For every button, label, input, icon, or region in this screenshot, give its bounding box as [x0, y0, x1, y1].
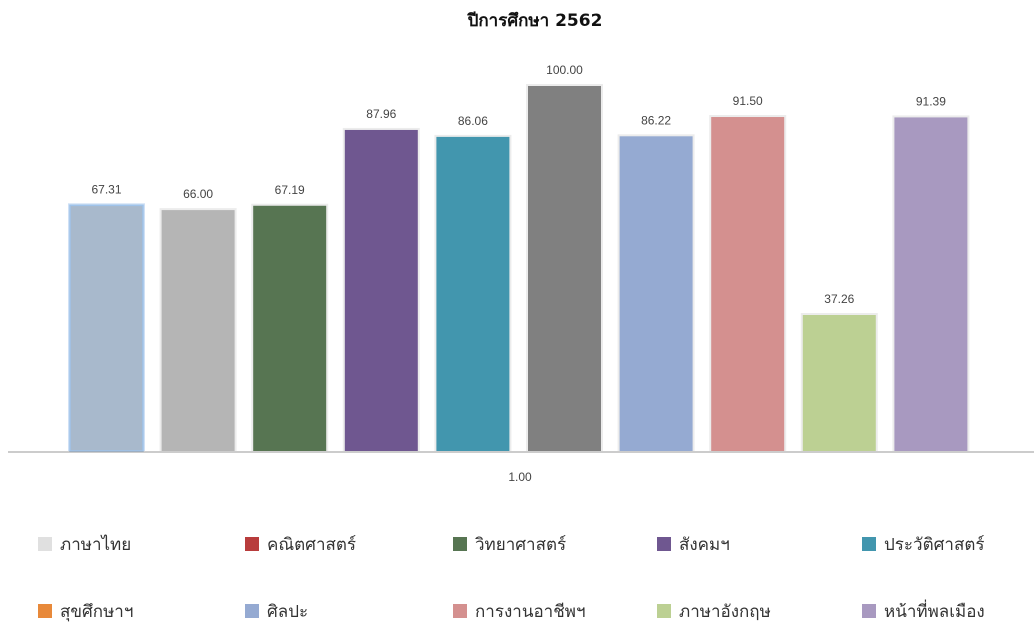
value-label-9: 37.26 — [824, 292, 854, 306]
chart-legend: ภาษาไทย คณิตศาสตร์ วิทยาศาสตร์ สังคมฯ ประวัต… — [0, 520, 1036, 629]
value-label-5: 86.06 — [458, 114, 488, 128]
legend-item-9[interactable]: ภาษาอังกฤษ — [657, 599, 771, 623]
legend-swatch-10 — [862, 604, 876, 618]
bar-1[interactable] — [69, 204, 144, 452]
legend-swatch-3 — [453, 537, 467, 551]
bar-chart: ปีการศึกษา 2562 67.31 66.00 67.19 87.96 86.0… — [8, 10, 1034, 484]
bar-6[interactable] — [528, 86, 601, 451]
x-tick-label: 1.00 — [508, 470, 532, 484]
bars-group — [68, 84, 970, 452]
legend-swatch-7 — [245, 604, 259, 618]
legend-swatch-5 — [862, 537, 876, 551]
bar-3[interactable] — [253, 205, 327, 451]
legend-item-2[interactable]: คณิตศาสตร์ — [245, 532, 356, 556]
legend-swatch-1 — [38, 537, 52, 551]
legend-label-3: วิทยาศาสตร์ — [475, 534, 567, 555]
legend-swatch-6 — [38, 604, 52, 618]
legend-item-1[interactable]: ภาษาไทย — [38, 532, 131, 556]
value-label-1: 67.31 — [91, 182, 121, 196]
chart-title: ปีการศึกษา 2562 — [467, 10, 603, 31]
bar-10[interactable] — [894, 117, 968, 451]
value-label-4: 87.96 — [366, 107, 396, 121]
value-label-3: 67.19 — [275, 183, 305, 197]
legend-item-5[interactable]: ประวัติศาสตร์ — [862, 532, 985, 556]
legend-swatch-9 — [657, 604, 671, 618]
legend-item-4[interactable]: สังคมฯ — [657, 532, 730, 556]
bar-5[interactable] — [436, 136, 510, 452]
value-label-7: 86.22 — [641, 113, 671, 127]
value-labels-group: 67.31 66.00 67.19 87.96 86.06 100.00 86.22 91.5… — [91, 63, 946, 306]
bar-4[interactable] — [344, 129, 418, 452]
value-label-8: 91.50 — [733, 94, 763, 108]
legend-label-10: หน้าที่พลเมือง — [884, 601, 985, 622]
value-label-2: 66.00 — [183, 187, 213, 201]
legend-label-7: ศิลปะ — [267, 601, 309, 622]
legend-item-3[interactable]: วิทยาศาสตร์ — [453, 532, 566, 556]
legend-item-6[interactable]: สุขศึกษาฯ — [38, 599, 133, 623]
bar-7[interactable] — [619, 136, 693, 451]
bar-8[interactable] — [711, 117, 785, 452]
legend-label-8: การงานอาชีพฯ — [475, 601, 586, 622]
legend-swatch-2 — [245, 537, 259, 551]
legend-swatch-8 — [453, 604, 467, 618]
legend-label-6: สุขศึกษาฯ — [60, 601, 134, 622]
legend-swatch-4 — [657, 537, 671, 551]
bar-9[interactable] — [802, 315, 876, 451]
legend-item-8[interactable]: การงานอาชีพฯ — [453, 599, 585, 623]
bar-2[interactable] — [161, 210, 235, 451]
legend-label-9: ภาษาอังกฤษ — [679, 601, 771, 622]
value-label-6: 100.00 — [546, 63, 583, 77]
legend-label-4: สังคมฯ — [679, 534, 730, 555]
value-label-10: 91.39 — [916, 94, 946, 108]
legend-label-5: ประวัติศาสตร์ — [884, 534, 985, 555]
legend-label-2: คณิตศาสตร์ — [267, 534, 357, 555]
legend-item-10[interactable]: หน้าที่พลเมือง — [862, 599, 985, 623]
legend-item-7[interactable]: ศิลปะ — [245, 599, 308, 623]
legend-label-1: ภาษาไทย — [60, 534, 132, 555]
